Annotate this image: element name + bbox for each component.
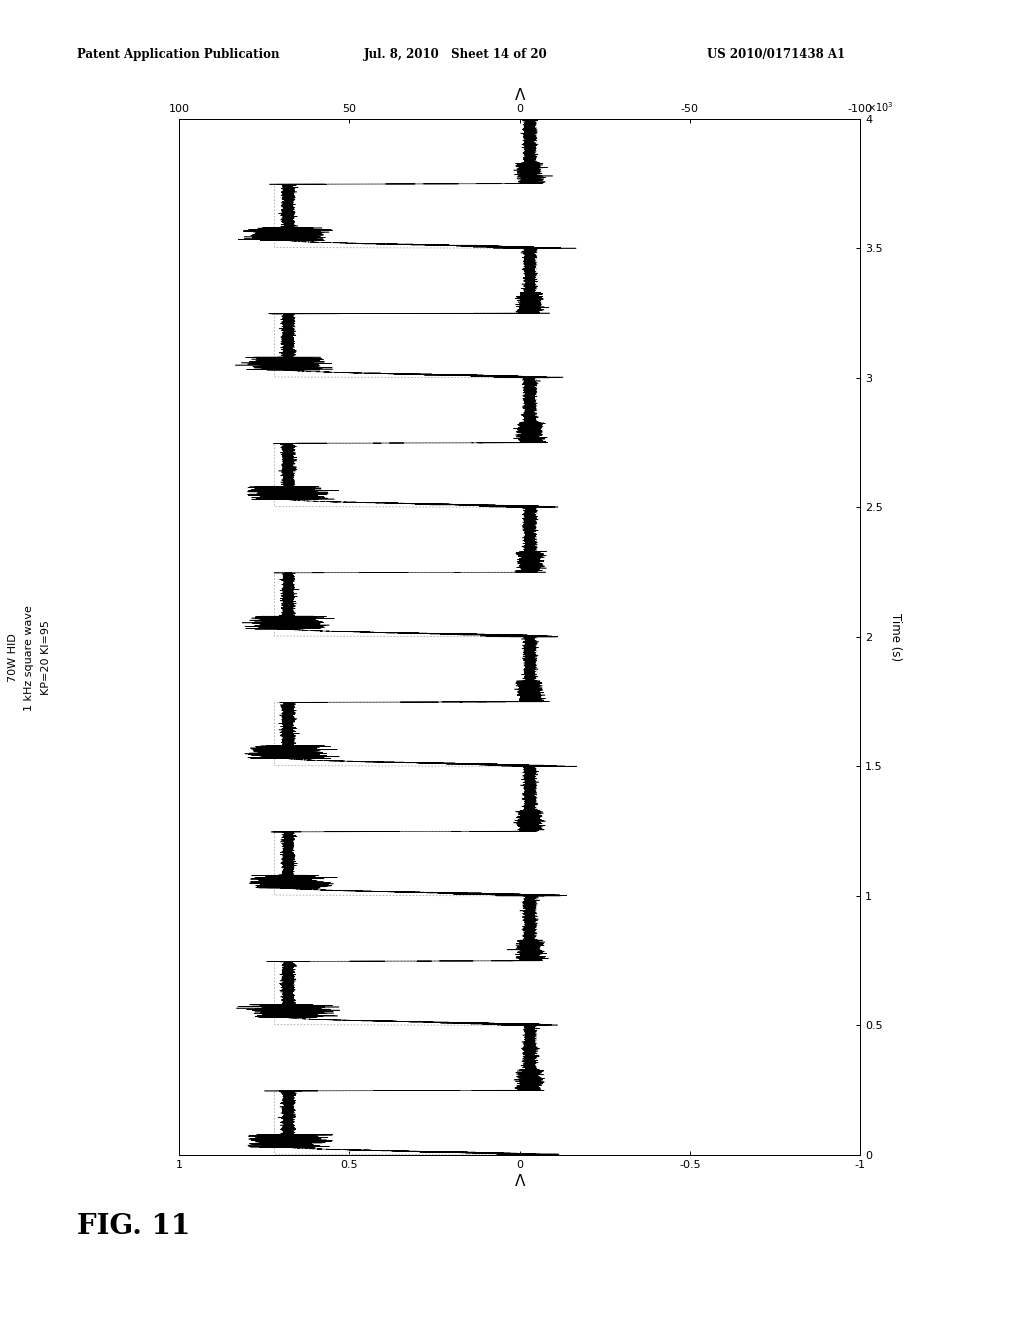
Text: US 2010/0171438 A1: US 2010/0171438 A1 (707, 48, 845, 61)
X-axis label: Λ: Λ (514, 1173, 525, 1189)
Text: FIG. 11: FIG. 11 (77, 1213, 190, 1241)
Text: Patent Application Publication: Patent Application Publication (77, 48, 280, 61)
Y-axis label: Time (s): Time (s) (889, 612, 902, 661)
Text: Jul. 8, 2010   Sheet 14 of 20: Jul. 8, 2010 Sheet 14 of 20 (364, 48, 547, 61)
Text: 70W HID
1 kHz square wave
KP=20 KI=95: 70W HID 1 kHz square wave KP=20 KI=95 (8, 605, 51, 710)
X-axis label: Λ: Λ (514, 87, 525, 103)
Text: $\times10^3$: $\times10^3$ (867, 100, 893, 114)
